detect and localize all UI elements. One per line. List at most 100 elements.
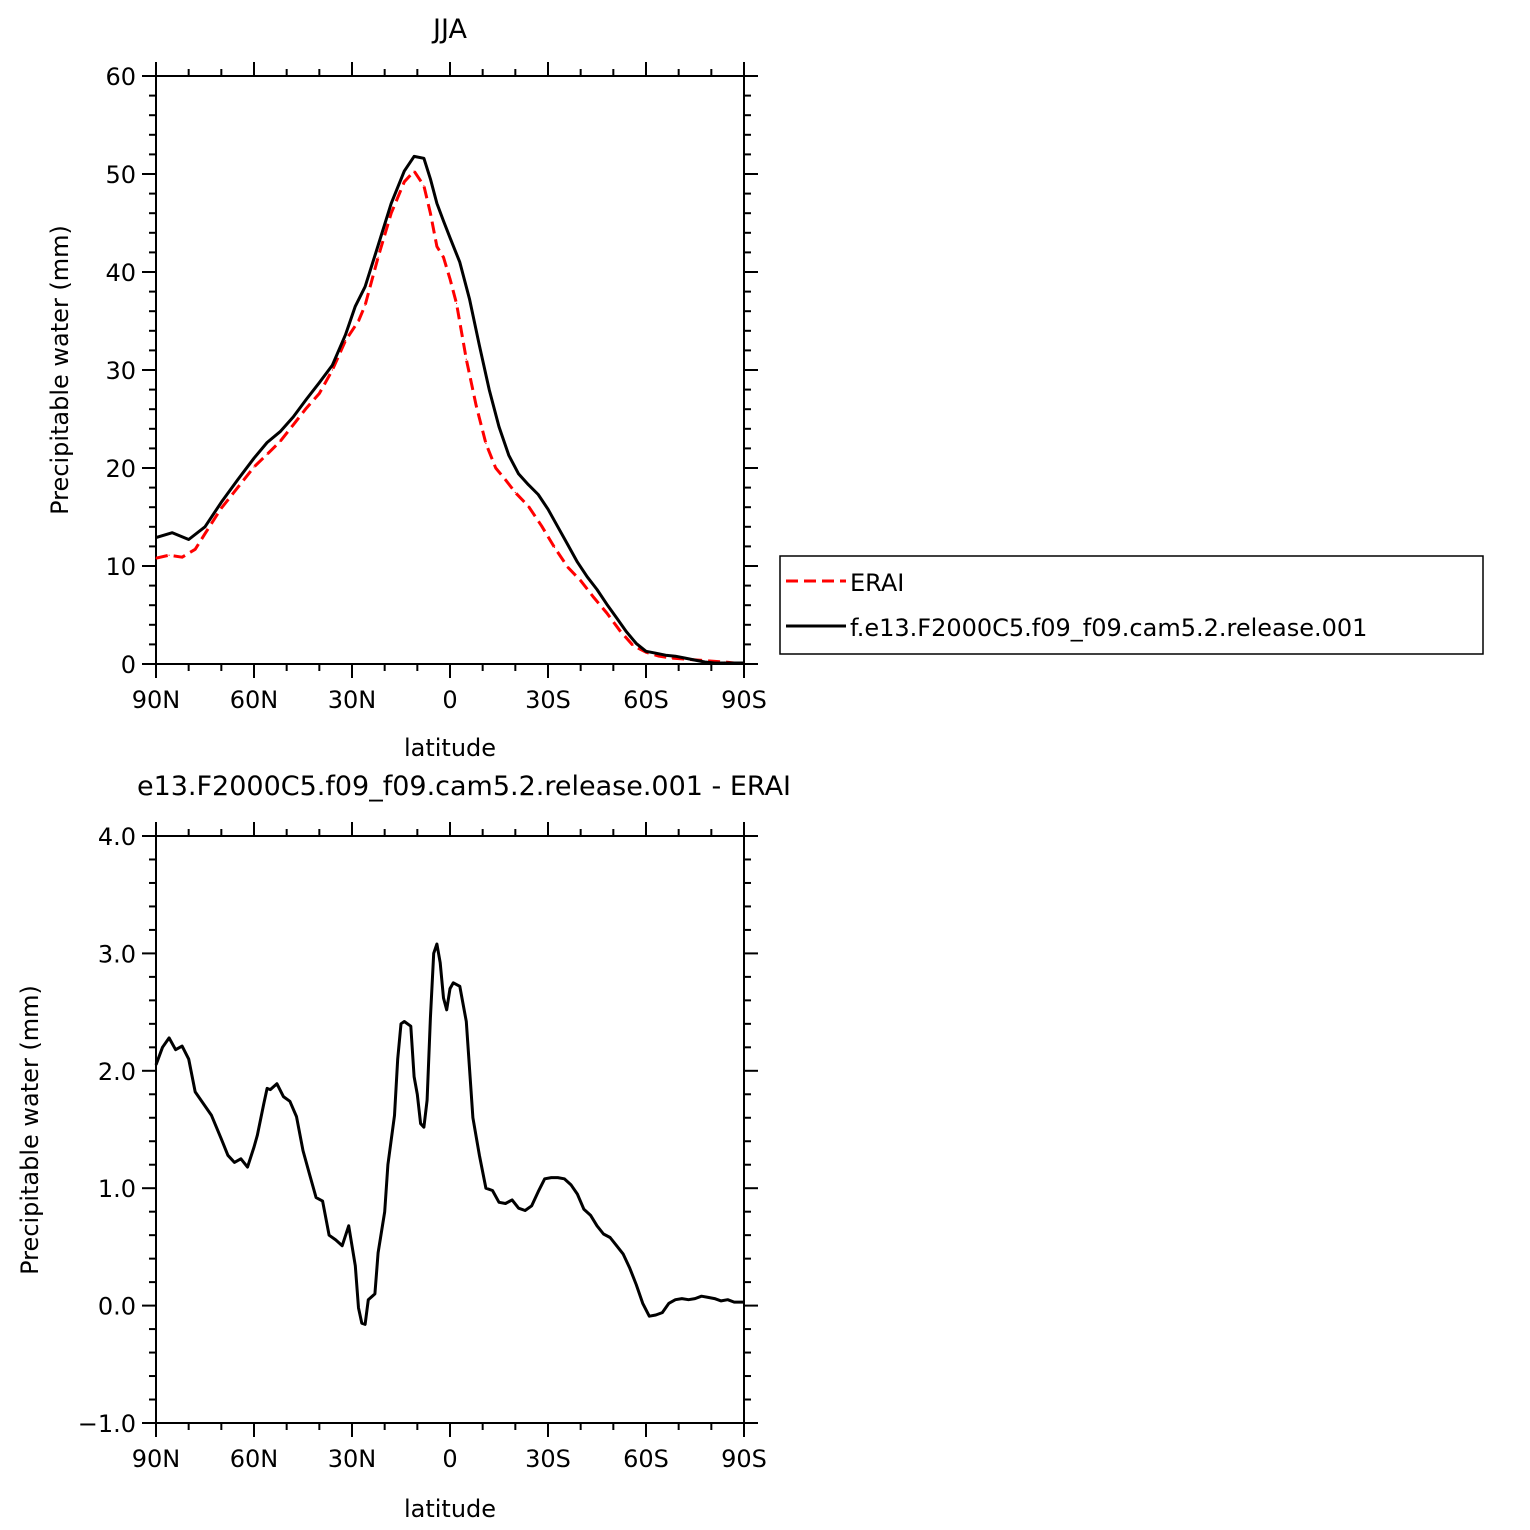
panel0-series-0-point [279, 440, 281, 443]
panel1-series-0-point [609, 1236, 611, 1239]
panel0-series-0-point [155, 557, 157, 559]
panel0-series-1-point [498, 426, 500, 428]
panel1-series-0-point [589, 1214, 592, 1216]
panel1-series-0-point [733, 1301, 735, 1303]
panel0-series-1-point [279, 431, 281, 433]
panel0-series-1-point [674, 655, 677, 657]
top-chart-title: JJA [431, 14, 467, 45]
top-y-axis-label: Precipitable water (mm) [46, 225, 74, 515]
panel0-series-1-point [684, 657, 686, 659]
panel0-series-1-point [423, 157, 425, 159]
panel1-series-0-point [537, 1191, 539, 1193]
panel0-series-0-point [204, 533, 206, 535]
panel0-series-0-point [436, 245, 438, 248]
panel0-series-0-point [504, 479, 507, 481]
panel1-series-0-point [393, 1114, 396, 1116]
panel0-series-0-point [429, 212, 431, 214]
panel1-series-0-point [328, 1234, 330, 1236]
panel0-series-1-point [292, 416, 294, 418]
panel1-series-0-point [289, 1100, 291, 1102]
panel0-series-1-point [576, 561, 579, 563]
panel1-series-0-point [308, 1173, 311, 1175]
panel1-series-0-point [648, 1315, 650, 1317]
panel0-series-1-point [557, 526, 559, 528]
panel1-series-0-point [459, 985, 461, 987]
panel1-series-0-point [397, 1058, 399, 1060]
panel1-series-0-point [596, 1225, 598, 1227]
panel0-series-0-point [593, 596, 595, 599]
panel1-series-0-point [550, 1177, 552, 1179]
panel0-series-1-point [508, 454, 510, 456]
panel1-series-0-point [155, 1064, 157, 1066]
legend-label-erai: ERAI [850, 569, 904, 597]
panel1-series-0-point [544, 1178, 546, 1180]
panel0-x-tick-label: 90N [132, 686, 181, 714]
panel0-series-1-point [449, 237, 451, 239]
panel0-series-0-point [449, 278, 451, 280]
panel1-series-0-point [583, 1208, 585, 1210]
panel0-series-0-point [658, 655, 660, 657]
panel1-series-0-point [302, 1150, 304, 1152]
panel0-series-0-point [442, 256, 445, 258]
panel1-series-0-point [433, 952, 435, 955]
panel1-series-0-point [175, 1049, 177, 1051]
panel0-series-1-point [635, 642, 637, 645]
panel1-series-0-point [335, 1239, 337, 1241]
panel0-plot-frame [155, 75, 745, 665]
panel0-series-1-point [413, 155, 415, 157]
panel0-series-1-point [518, 473, 520, 475]
panel0-series-1-point [390, 202, 392, 204]
panel1-x-tick-label: 30S [525, 1445, 571, 1473]
panel0-series-1-point [354, 305, 356, 307]
panel0-x-tick-label: 0 [442, 686, 457, 714]
panel1-y-tick-label: 2.0 [98, 1058, 136, 1086]
panel1-y-tick-label: 4.0 [98, 823, 136, 851]
legend-label-model: f.e13.F2000C5.f09_f09.cam5.2.release.001 [850, 614, 1367, 642]
panel0-series-1-point [625, 631, 628, 633]
panel0-series-1-point [204, 526, 206, 528]
panel0-series-1-point [429, 178, 431, 180]
panel1-series-0-point [253, 1146, 255, 1148]
panel0-x-tick-label: 60N [230, 686, 279, 714]
panel1-series-0-point [168, 1037, 170, 1039]
panel1-series-0-point [720, 1300, 722, 1302]
panel0-series-0-point [194, 548, 196, 550]
panel1-series-0-point [442, 997, 445, 999]
panel1-series-0-point [576, 1193, 579, 1195]
panel0-series-1-point [743, 662, 745, 664]
panel0-series-1-point [488, 389, 490, 391]
panel1-series-0-point [357, 1307, 360, 1309]
panel1-series-0-point [161, 1046, 164, 1048]
panel0-series-1-point [714, 662, 716, 664]
panel1-series-0-point [531, 1205, 533, 1207]
panel0-series-0-point [606, 612, 608, 614]
panel1-series-0-point [266, 1087, 268, 1089]
panel0-series-1-point [318, 382, 320, 384]
panel1-series-0-point [661, 1312, 663, 1314]
panel0-series-1-point [567, 543, 569, 546]
panel1-series-0-point [423, 1126, 425, 1128]
panel1-series-0-point [384, 1211, 386, 1213]
panel1-series-0-point [449, 988, 451, 990]
panel1-series-0-point [674, 1299, 677, 1301]
panel1-y-tick-label: 1.0 [98, 1175, 136, 1203]
panel1-series-line-0 [154, 942, 744, 1326]
panel0-series-1-point [596, 588, 598, 591]
panel0-series-0-point [465, 358, 467, 360]
panel0-series-1-point [606, 603, 608, 605]
panel1-series-0-point [504, 1202, 507, 1205]
panel1-series-0-point [269, 1089, 271, 1091]
panel0-series-0-point [357, 320, 360, 322]
panel0-series-0-point [580, 580, 582, 582]
panel0-series-0-point [364, 304, 366, 306]
panel0-x-tick-label: 90S [721, 686, 767, 714]
panel0-series-1-point [527, 484, 530, 486]
panel0-series-0-point [266, 453, 268, 455]
panel1-x-tick-label: 30N [328, 1445, 377, 1473]
panel0-series-1-point [537, 493, 539, 496]
panel0-series-0-point [671, 657, 673, 659]
panel1-series-0-point [400, 1023, 402, 1025]
panel0-series-1-point [220, 501, 222, 503]
panel1-series-0-point [518, 1207, 520, 1209]
